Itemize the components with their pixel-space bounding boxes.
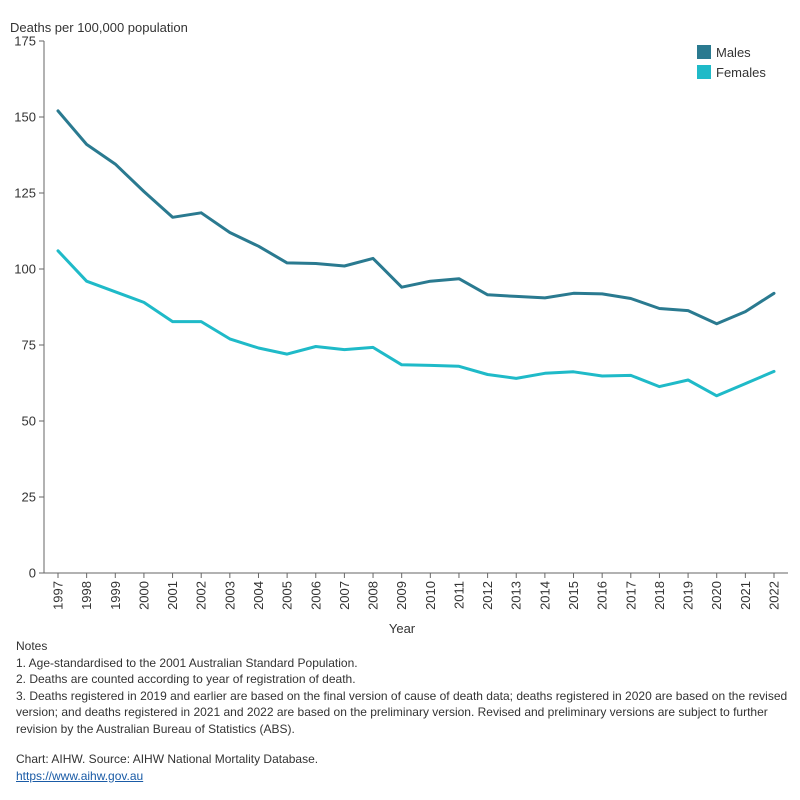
x-tick-label: 1998 <box>79 581 94 610</box>
source-note: Chart: AIHW. Source: AIHW National Morta… <box>16 752 319 766</box>
legend-label-females: Females <box>716 65 766 80</box>
x-tick-label: 2000 <box>136 581 151 610</box>
x-tick-label: 2002 <box>194 581 209 610</box>
x-tick-label: 2016 <box>595 581 610 610</box>
y-tick-label: 125 <box>14 186 36 201</box>
line-chart: Deaths per 100,000 population 0 25 50 75 100… <box>10 20 788 636</box>
x-tick-label: 2013 <box>509 581 524 610</box>
legend-label-males: Males <box>716 45 751 60</box>
note-1: 1. Age-standardised to the 2001 Australi… <box>16 655 358 670</box>
note-2: 2. Deaths are counted according to year … <box>16 672 356 686</box>
series-line-females <box>56 249 776 398</box>
legend-swatch-males <box>697 45 711 59</box>
x-tick-label: 2004 <box>251 581 266 610</box>
x-tick-label: 2009 <box>394 581 409 610</box>
x-tick-label: 2005 <box>280 581 295 610</box>
x-tick-label: 2006 <box>308 581 323 610</box>
y-tick-label: 25 <box>22 490 36 505</box>
aihw-link[interactable]: https://www.aihw.gov.au <box>16 768 144 783</box>
x-tick-label: 2010 <box>423 581 438 610</box>
legend: Males Females <box>697 45 766 80</box>
x-tick-label: 2007 <box>337 581 352 610</box>
notes-heading: Notes <box>16 639 48 653</box>
note-3: 3. Deaths registered in 2019 and earlier… <box>16 688 788 736</box>
x-tick-label: 2015 <box>566 581 581 610</box>
y-tick-label: 75 <box>22 338 36 353</box>
y-tick-label: 0 <box>29 566 36 581</box>
series-line-males <box>56 109 776 326</box>
legend-swatch-females <box>697 65 711 79</box>
x-tick-label: 2001 <box>165 581 180 610</box>
x-tick-label: 1999 <box>108 581 123 610</box>
x-tick-label: 2003 <box>222 581 237 610</box>
x-tick-label: 2021 <box>738 581 753 610</box>
x-tick-label: 2011 <box>451 581 466 609</box>
x-tick-label: 2014 <box>537 581 552 610</box>
notes-section: Notes 1. Age-standardised to the 2001 Au… <box>16 638 791 784</box>
y-tick-label: 175 <box>14 34 36 49</box>
y-tick-label: 100 <box>14 262 36 277</box>
x-tick-label: 2017 <box>623 581 638 610</box>
x-tick-label: 2012 <box>480 581 495 610</box>
x-tick-label: 2018 <box>652 581 667 610</box>
y-tick-label: 50 <box>22 414 36 429</box>
x-tick-label: 2022 <box>767 581 782 610</box>
x-tick-label: 1997 <box>51 581 66 610</box>
x-tick-label: 2020 <box>709 581 724 610</box>
y-axis-title: Deaths per 100,000 population <box>10 20 188 35</box>
y-tick-label: 150 <box>14 110 36 125</box>
x-tick-label: 2008 <box>366 581 381 610</box>
x-tick-label: 2019 <box>681 581 696 610</box>
x-axis-title: Year <box>389 621 416 636</box>
